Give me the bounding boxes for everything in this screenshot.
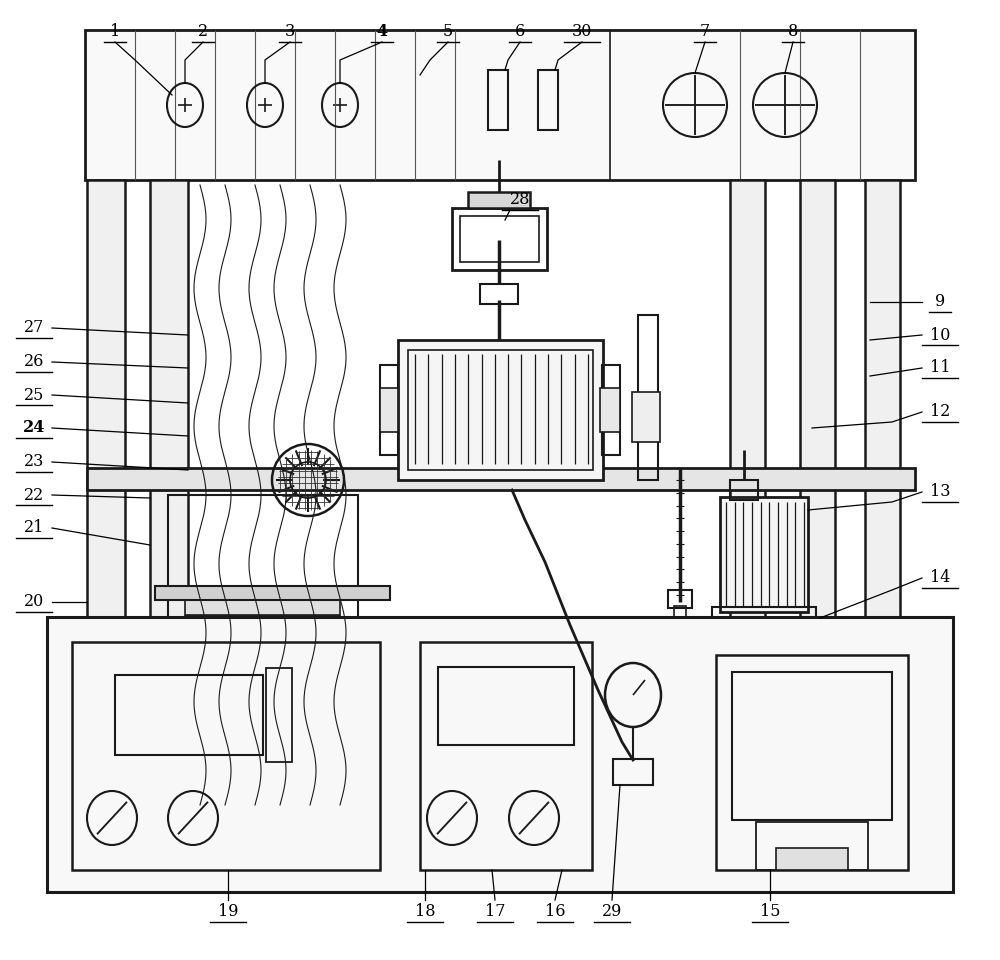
Bar bbox=[408, 350, 593, 470]
Bar bbox=[730, 180, 765, 805]
Bar bbox=[87, 468, 915, 490]
Bar bbox=[756, 822, 868, 870]
Text: 27: 27 bbox=[24, 320, 44, 337]
Bar bbox=[716, 655, 908, 870]
Text: 9: 9 bbox=[935, 294, 945, 310]
Bar bbox=[732, 672, 892, 820]
Bar bbox=[438, 667, 574, 745]
Bar bbox=[712, 607, 816, 625]
Bar bbox=[452, 208, 547, 270]
Bar bbox=[602, 365, 620, 455]
Bar bbox=[865, 180, 900, 805]
Text: 6: 6 bbox=[515, 23, 525, 40]
Text: 2: 2 bbox=[198, 23, 208, 40]
Bar bbox=[185, 631, 340, 645]
Text: 25: 25 bbox=[24, 387, 44, 403]
Bar bbox=[185, 593, 340, 615]
Bar bbox=[538, 70, 558, 130]
Bar bbox=[468, 192, 530, 208]
Bar bbox=[155, 667, 365, 692]
Text: 20: 20 bbox=[24, 593, 44, 611]
Bar bbox=[460, 216, 539, 262]
Bar bbox=[185, 616, 340, 630]
Bar bbox=[47, 617, 953, 892]
Text: 5: 5 bbox=[443, 23, 453, 40]
Bar bbox=[115, 675, 263, 755]
Text: 1: 1 bbox=[110, 23, 120, 40]
Bar bbox=[380, 365, 398, 455]
Bar bbox=[87, 180, 125, 805]
Text: 11: 11 bbox=[930, 359, 950, 376]
Text: 30: 30 bbox=[572, 23, 592, 40]
Text: 21: 21 bbox=[24, 519, 44, 537]
Bar bbox=[72, 642, 380, 870]
Text: 13: 13 bbox=[930, 484, 950, 500]
Text: 26: 26 bbox=[24, 353, 44, 371]
Bar bbox=[150, 180, 188, 805]
Bar bbox=[632, 392, 660, 442]
Bar bbox=[720, 497, 808, 612]
Bar bbox=[668, 590, 692, 608]
Bar bbox=[674, 606, 686, 622]
Bar bbox=[168, 495, 358, 670]
Text: 29: 29 bbox=[602, 903, 622, 921]
Text: 4: 4 bbox=[376, 23, 388, 40]
Bar bbox=[398, 340, 603, 480]
Text: 15: 15 bbox=[760, 903, 780, 921]
Bar bbox=[266, 668, 292, 762]
Text: 3: 3 bbox=[285, 23, 295, 40]
Bar bbox=[85, 30, 915, 180]
Text: 10: 10 bbox=[930, 326, 950, 344]
Bar bbox=[800, 180, 835, 805]
Text: 19: 19 bbox=[218, 903, 238, 921]
Text: 16: 16 bbox=[545, 903, 565, 921]
Text: 12: 12 bbox=[930, 403, 950, 420]
Text: 17: 17 bbox=[485, 903, 505, 921]
Bar bbox=[480, 284, 518, 304]
Bar bbox=[730, 480, 758, 500]
Bar bbox=[380, 388, 398, 432]
Bar bbox=[488, 70, 508, 130]
Bar bbox=[613, 759, 653, 785]
Bar bbox=[155, 586, 390, 600]
Bar bbox=[420, 642, 592, 870]
Text: 22: 22 bbox=[24, 487, 44, 503]
Text: 23: 23 bbox=[24, 453, 44, 470]
Text: 8: 8 bbox=[788, 23, 798, 40]
Text: 7: 7 bbox=[700, 23, 710, 40]
Text: 24: 24 bbox=[23, 420, 45, 437]
Bar bbox=[600, 388, 620, 432]
Text: 28: 28 bbox=[510, 191, 530, 208]
Bar bbox=[776, 848, 848, 870]
Text: 14: 14 bbox=[930, 569, 950, 587]
Text: 18: 18 bbox=[415, 903, 435, 921]
Bar bbox=[638, 315, 658, 480]
